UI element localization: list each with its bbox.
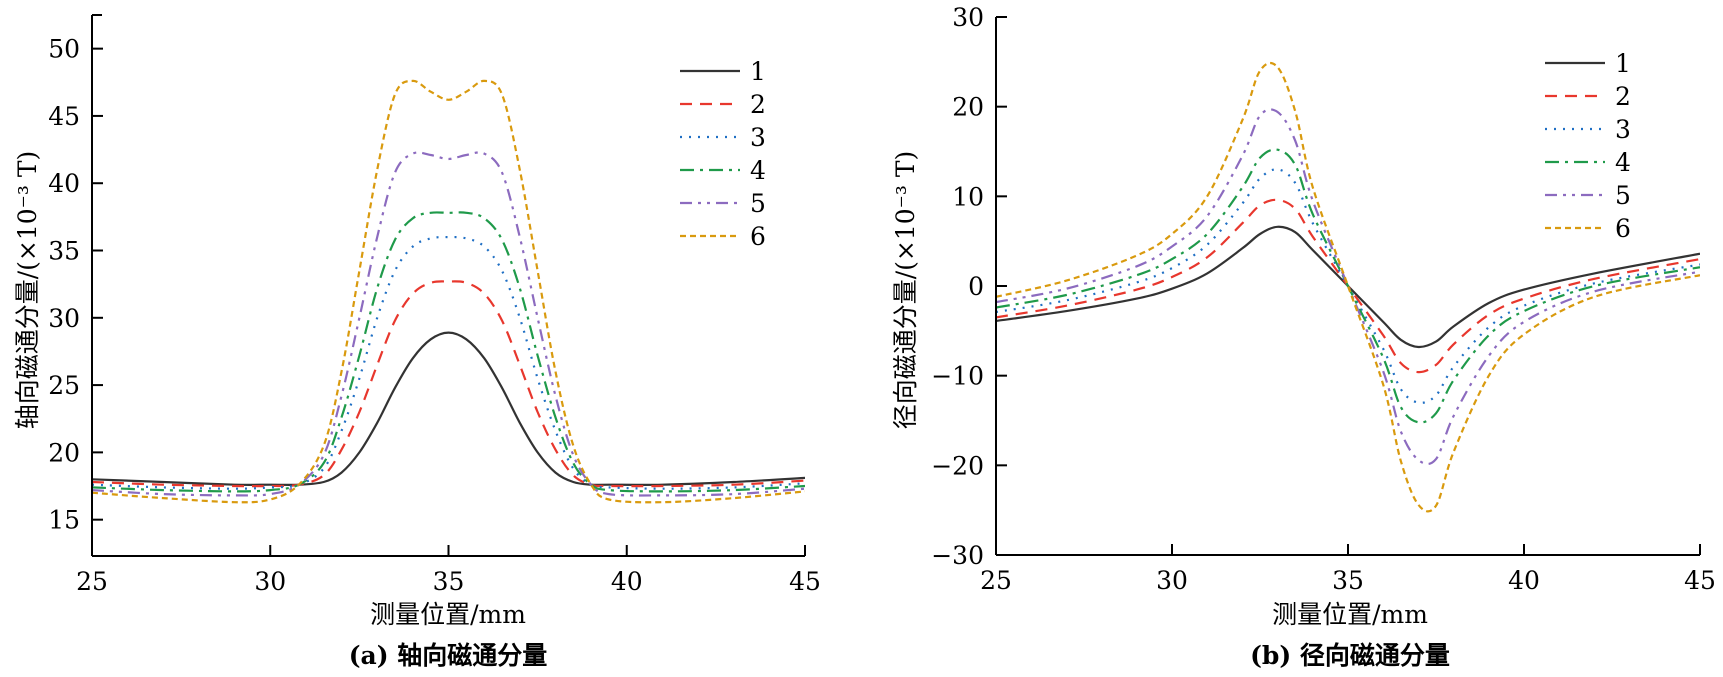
panel-a-y-axis-title: 轴向磁通分量/(×10⁻³ T) bbox=[13, 151, 42, 430]
panel-a-legend: 1 2 3 4 5 6 bbox=[680, 57, 766, 251]
panel-b-y-ticks: −30 −20 −10 0 10 20 30 bbox=[931, 3, 1007, 570]
y-tick-label: 20 bbox=[952, 93, 984, 122]
panel-b-series bbox=[996, 61, 1700, 513]
x-tick-label: 35 bbox=[1332, 566, 1364, 595]
panel-a-axes bbox=[91, 14, 805, 557]
x-tick-label: 45 bbox=[789, 567, 821, 596]
y-tick-label: −10 bbox=[931, 362, 984, 391]
x-tick-label: 30 bbox=[1156, 566, 1188, 595]
y-tick-label: −20 bbox=[931, 451, 984, 480]
series-line-5 bbox=[996, 108, 1700, 466]
series-line-1 bbox=[92, 331, 805, 486]
x-tick-label: 25 bbox=[76, 567, 108, 596]
panel-a-series bbox=[92, 79, 805, 504]
series-line-2 bbox=[92, 280, 805, 488]
y-tick-label: 25 bbox=[48, 371, 80, 400]
series-line-6 bbox=[996, 61, 1700, 513]
legend-label-4: 4 bbox=[1615, 148, 1631, 177]
legend-label-1: 1 bbox=[1615, 49, 1631, 78]
y-tick-label: 0 bbox=[968, 272, 984, 301]
legend-label-4: 4 bbox=[750, 156, 766, 185]
y-tick-label: 45 bbox=[48, 102, 80, 131]
panel-b-legend: 1 2 3 4 5 6 bbox=[1545, 49, 1631, 243]
legend-label-3: 3 bbox=[750, 123, 766, 152]
legend-label-5: 5 bbox=[750, 189, 766, 218]
x-tick-label: 35 bbox=[433, 567, 465, 596]
legend-label-2: 2 bbox=[1615, 82, 1631, 111]
legend-label-2: 2 bbox=[750, 90, 766, 119]
y-tick-label: 35 bbox=[48, 237, 80, 266]
panel-a-y-ticks: 15 20 25 30 35 40 45 50 bbox=[48, 35, 103, 535]
x-tick-label: 30 bbox=[254, 567, 286, 596]
legend-label-5: 5 bbox=[1615, 181, 1631, 210]
y-tick-label: 10 bbox=[952, 182, 984, 211]
panel-b-x-axis-title: 测量位置/mm bbox=[1272, 600, 1428, 629]
legend-label-1: 1 bbox=[750, 57, 766, 86]
panel-b-caption: (b) 径向磁通分量 bbox=[1250, 641, 1450, 670]
y-tick-label: 30 bbox=[952, 3, 984, 32]
series-line-4 bbox=[92, 211, 805, 493]
panel-a-x-ticks: 25 30 35 40 45 bbox=[76, 545, 821, 596]
y-tick-label: −30 bbox=[931, 541, 984, 570]
x-tick-label: 45 bbox=[1684, 566, 1716, 595]
series-line-1 bbox=[996, 225, 1700, 349]
series-line-3 bbox=[92, 235, 805, 490]
y-tick-label: 15 bbox=[48, 506, 80, 535]
panel-b-y-axis-title: 径向磁通分量/(×10⁻³ T) bbox=[891, 151, 920, 430]
legend-label-3: 3 bbox=[1615, 115, 1631, 144]
y-tick-label: 40 bbox=[48, 169, 80, 198]
x-tick-label: 40 bbox=[611, 567, 643, 596]
x-tick-label: 25 bbox=[980, 566, 1012, 595]
panel-a-caption: (a) 轴向磁通分量 bbox=[349, 641, 548, 670]
legend-label-6: 6 bbox=[750, 222, 766, 251]
x-tick-label: 40 bbox=[1508, 566, 1540, 595]
legend-label-6: 6 bbox=[1615, 214, 1631, 243]
y-tick-label: 20 bbox=[48, 438, 80, 467]
panel-a-x-axis-title: 测量位置/mm bbox=[370, 600, 526, 629]
y-tick-label: 50 bbox=[48, 35, 80, 64]
series-line-4 bbox=[996, 148, 1700, 424]
y-tick-label: 30 bbox=[48, 304, 80, 333]
series-line-2 bbox=[996, 198, 1700, 374]
series-line-6 bbox=[92, 79, 805, 504]
panel-b-x-ticks: 25 30 35 40 45 bbox=[980, 544, 1716, 595]
